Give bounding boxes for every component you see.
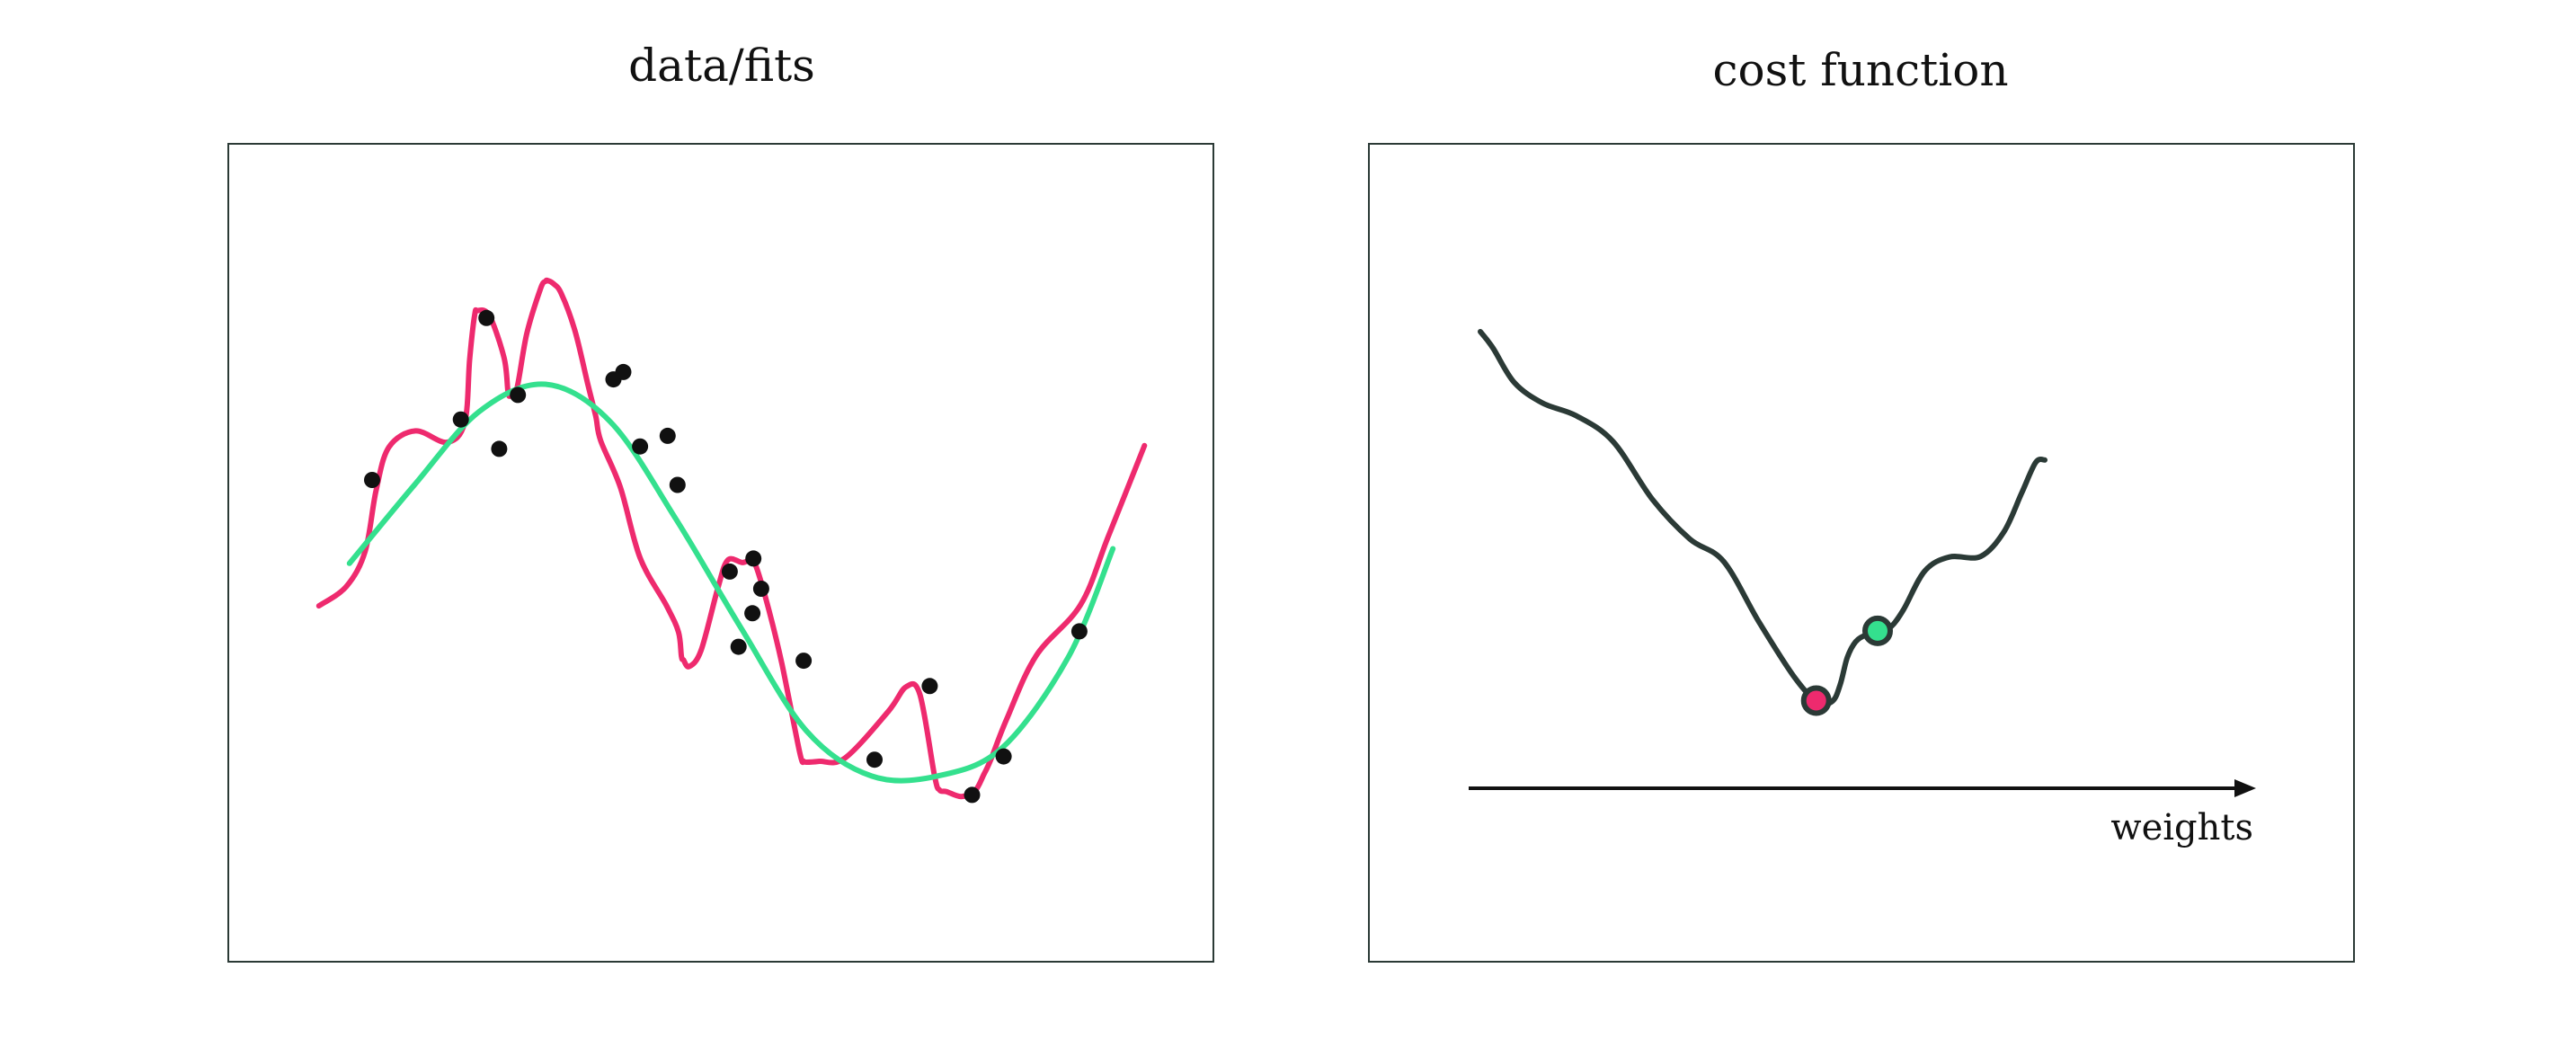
data-point: [452, 411, 469, 428]
data-fits-title: data/fits: [628, 40, 815, 92]
data-point: [491, 440, 508, 457]
data-point: [478, 309, 495, 326]
data-point: [364, 472, 380, 488]
cost-function-plot-area: [1478, 329, 2047, 716]
data-fits-frame: [227, 143, 1214, 963]
data-point: [669, 476, 686, 493]
data-point: [721, 563, 738, 580]
weights-axis-arrowhead: [2234, 779, 2256, 797]
data-point: [921, 678, 938, 695]
data-point: [745, 550, 762, 567]
good-fit-curve: [346, 381, 1116, 784]
weights-axis-label: weights: [2110, 807, 2253, 848]
cost-function-frame: [1368, 143, 2355, 963]
data-point: [964, 786, 981, 804]
cost-curve: [1478, 329, 2047, 707]
data-point: [995, 748, 1012, 765]
data-point: [730, 638, 747, 655]
local-minimum-marker: [1862, 615, 1893, 646]
data-point: [659, 427, 676, 444]
data-point: [615, 363, 632, 380]
data-point: [744, 605, 761, 622]
data-fits-panel: data/fits: [227, 40, 1214, 963]
data-point: [795, 653, 813, 670]
data-point: [752, 581, 769, 597]
global-minimum-marker: [1800, 685, 1832, 716]
data-point: [1070, 623, 1088, 640]
data-fits-plot-area: [315, 277, 1148, 804]
data-point: [510, 386, 527, 404]
cost-function-title: cost function: [1712, 44, 2008, 96]
overfit-curve: [315, 277, 1148, 800]
data-point: [632, 438, 649, 455]
data-point: [866, 751, 883, 768]
cost-function-panel: cost function weights: [1368, 44, 2355, 963]
